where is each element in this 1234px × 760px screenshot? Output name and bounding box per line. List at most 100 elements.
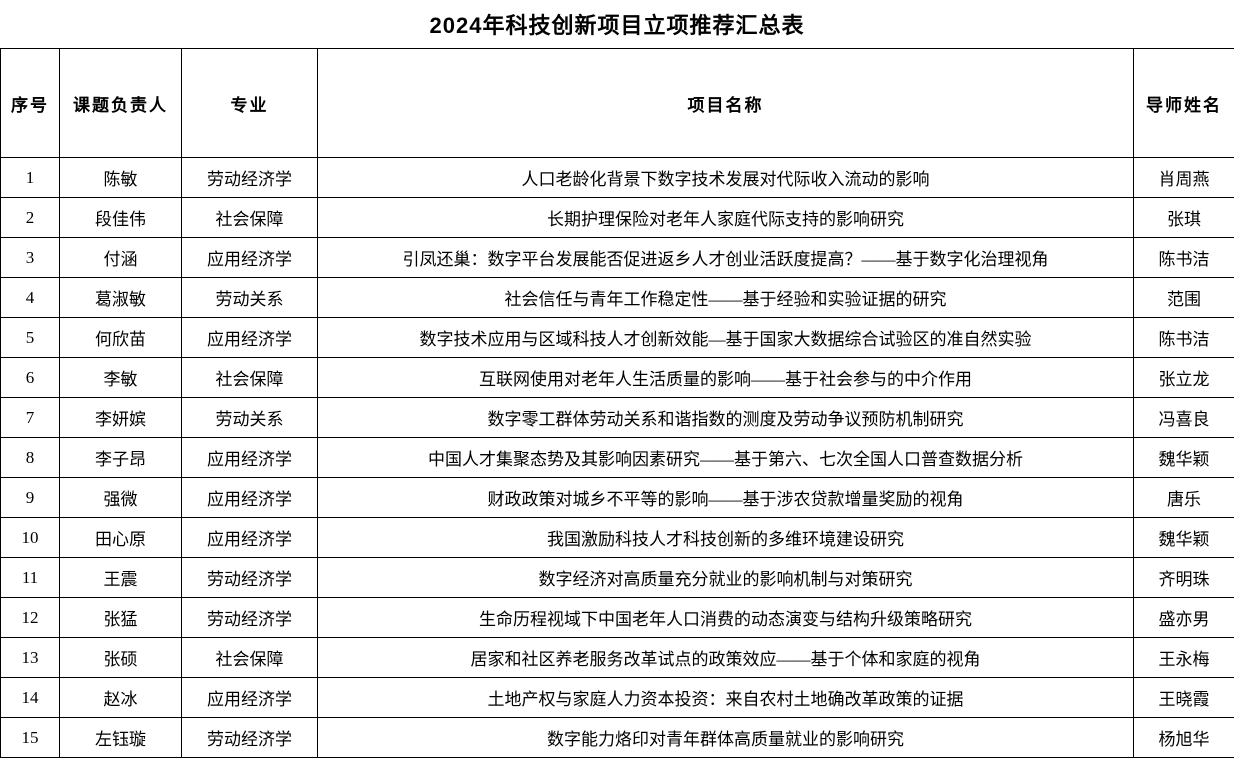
cell-index: 3 [0, 237, 60, 278]
cell-index: 12 [0, 597, 60, 638]
cell-index: 2 [0, 197, 60, 238]
column-header-major: 专业 [181, 48, 318, 158]
table-row: 15 左钰璇 劳动经济学 数字能力烙印对青年群体高质量就业的影响研究 杨旭华 [0, 717, 1234, 758]
cell-leader: 张硕 [59, 637, 182, 678]
cell-leader: 田心原 [59, 517, 182, 558]
table-header-row: 序号 课题负责人 专业 项目名称 导师姓名 [0, 48, 1234, 158]
cell-index: 4 [0, 277, 60, 318]
cell-advisor: 张立龙 [1133, 357, 1234, 398]
cell-project: 人口老龄化背景下数字技术发展对代际收入流动的影响 [317, 157, 1134, 198]
table-row: 1 陈敏 劳动经济学 人口老龄化背景下数字技术发展对代际收入流动的影响 肖周燕 [0, 157, 1234, 198]
cell-advisor: 杨旭华 [1133, 717, 1234, 758]
cell-advisor: 冯喜良 [1133, 397, 1234, 438]
cell-project: 数字能力烙印对青年群体高质量就业的影响研究 [317, 717, 1134, 758]
cell-project: 我国激励科技人才科技创新的多维环境建设研究 [317, 517, 1134, 558]
column-header-index: 序号 [0, 48, 60, 158]
cell-leader: 左钰璇 [59, 717, 182, 758]
table-row: 11 王震 劳动经济学 数字经济对高质量充分就业的影响机制与对策研究 齐明珠 [0, 557, 1234, 598]
cell-leader: 强微 [59, 477, 182, 518]
table-row: 6 李敏 社会保障 互联网使用对老年人生活质量的影响——基于社会参与的中介作用 张立龙 [0, 357, 1234, 398]
table-row: 14 赵冰 应用经济学 土地产权与家庭人力资本投资：来自农村土地确改革政策的证据 王晓霞 [0, 677, 1234, 718]
cell-project: 居家和社区养老服务改革试点的政策效应——基于个体和家庭的视角 [317, 637, 1134, 678]
cell-project: 中国人才集聚态势及其影响因素研究——基于第六、七次全国人口普查数据分析 [317, 437, 1134, 478]
cell-advisor: 肖周燕 [1133, 157, 1234, 198]
cell-leader: 付涵 [59, 237, 182, 278]
cell-project: 引凤还巢：数字平台发展能否促进返乡人才创业活跃度提高？——基于数字化治理视角 [317, 237, 1134, 278]
column-header-advisor: 导师姓名 [1133, 48, 1234, 158]
cell-project: 生命历程视域下中国老年人口消费的动态演变与结构升级策略研究 [317, 597, 1134, 638]
cell-major: 社会保障 [181, 637, 318, 678]
cell-major: 社会保障 [181, 197, 318, 238]
cell-major: 应用经济学 [181, 237, 318, 278]
cell-leader: 李妍嫔 [59, 397, 182, 438]
cell-advisor: 唐乐 [1133, 477, 1234, 518]
table-row: 8 李子昂 应用经济学 中国人才集聚态势及其影响因素研究——基于第六、七次全国人口普查… [0, 437, 1234, 478]
cell-index: 9 [0, 477, 60, 518]
cell-index: 5 [0, 317, 60, 358]
cell-leader: 段佳伟 [59, 197, 182, 238]
cell-advisor: 齐明珠 [1133, 557, 1234, 598]
cell-major: 劳动经济学 [181, 557, 318, 598]
cell-index: 1 [0, 157, 60, 198]
cell-project: 互联网使用对老年人生活质量的影响——基于社会参与的中介作用 [317, 357, 1134, 398]
cell-advisor: 陈书洁 [1133, 317, 1234, 358]
table-body: 1 陈敏 劳动经济学 人口老龄化背景下数字技术发展对代际收入流动的影响 肖周燕 2 段佳伟社… [0, 157, 1234, 758]
table-row: 7 李妍嫔 劳动关系 数字零工群体劳动关系和谐指数的测度及劳动争议预防机制研究 冯喜良 [0, 397, 1234, 438]
title-bar: 2024年科技创新项目立项推荐汇总表 [0, 0, 1234, 48]
cell-major: 劳动关系 [181, 277, 318, 318]
cell-index: 11 [0, 557, 60, 598]
table-row: 4 葛淑敏 劳动关系 社会信任与青年工作稳定性——基于经验和实验证据的研究 范围 [0, 277, 1234, 318]
cell-advisor: 王永梅 [1133, 637, 1234, 678]
cell-project: 土地产权与家庭人力资本投资：来自农村土地确改革政策的证据 [317, 677, 1134, 718]
table-row: 2 段佳伟 社会保障 长期护理保险对老年人家庭代际支持的影响研究 张琪 [0, 197, 1234, 238]
cell-leader: 葛淑敏 [59, 277, 182, 318]
cell-major: 劳动经济学 [181, 597, 318, 638]
column-header-leader: 课题负责人 [59, 48, 182, 158]
cell-major: 应用经济学 [181, 317, 318, 358]
cell-project: 数字技术应用与区域科技人才创新效能—基于国家大数据综合试验区的准自然实验 [317, 317, 1134, 358]
cell-leader: 王震 [59, 557, 182, 598]
table-row: 3 付涵 应用经济学 引凤还巢：数字平台发展能否促进返乡人才创业活跃度提高？——基于数… [0, 237, 1234, 278]
cell-index: 6 [0, 357, 60, 398]
cell-project: 数字零工群体劳动关系和谐指数的测度及劳动争议预防机制研究 [317, 397, 1134, 438]
cell-major: 劳动关系 [181, 397, 318, 438]
table-row: 13 张硕 社会保障 居家和社区养老服务改革试点的政策效应——基于个体和家庭的视角 王永… [0, 637, 1234, 678]
cell-major: 应用经济学 [181, 477, 318, 518]
cell-advisor: 陈书洁 [1133, 237, 1234, 278]
cell-index: 8 [0, 437, 60, 478]
cell-advisor: 范围 [1133, 277, 1234, 318]
cell-project: 社会信任与青年工作稳定性——基于经验和实验证据的研究 [317, 277, 1134, 318]
cell-leader: 李敏 [59, 357, 182, 398]
project-summary-table: 序号 课题负责人 专业 项目名称 导师姓名 1 陈敏 劳动经济学 人口老龄化背景下数字… [0, 48, 1234, 758]
page-title: 2024年科技创新项目立项推荐汇总表 [429, 13, 805, 38]
cell-index: 10 [0, 517, 60, 558]
cell-advisor: 王晓霞 [1133, 677, 1234, 718]
table-row: 5 何欣苗 应用经济学 数字技术应用与区域科技人才创新效能—基于国家大数据综合试验区的… [0, 317, 1234, 358]
cell-major: 劳动经济学 [181, 157, 318, 198]
cell-project: 财政政策对城乡不平等的影响——基于涉农贷款增量奖励的视角 [317, 477, 1134, 518]
cell-major: 应用经济学 [181, 517, 318, 558]
cell-leader: 李子昂 [59, 437, 182, 478]
cell-index: 14 [0, 677, 60, 718]
cell-major: 应用经济学 [181, 677, 318, 718]
cell-index: 13 [0, 637, 60, 678]
cell-project: 长期护理保险对老年人家庭代际支持的影响研究 [317, 197, 1134, 238]
cell-index: 7 [0, 397, 60, 438]
cell-leader: 陈敏 [59, 157, 182, 198]
cell-index: 15 [0, 717, 60, 758]
cell-advisor: 魏华颖 [1133, 437, 1234, 478]
cell-leader: 赵冰 [59, 677, 182, 718]
cell-advisor: 魏华颖 [1133, 517, 1234, 558]
cell-advisor: 张琪 [1133, 197, 1234, 238]
table-row: 12 张猛 劳动经济学 生命历程视域下中国老年人口消费的动态演变与结构升级策略研究 盛亦… [0, 597, 1234, 638]
cell-major: 劳动经济学 [181, 717, 318, 758]
cell-major: 应用经济学 [181, 437, 318, 478]
table-row: 10 田心原 应用经济学 我国激励科技人才科技创新的多维环境建设研究 魏华颖 [0, 517, 1234, 558]
column-header-project: 项目名称 [317, 48, 1134, 158]
cell-project: 数字经济对高质量充分就业的影响机制与对策研究 [317, 557, 1134, 598]
cell-leader: 张猛 [59, 597, 182, 638]
cell-major: 社会保障 [181, 357, 318, 398]
cell-advisor: 盛亦男 [1133, 597, 1234, 638]
table-row: 9 强微 应用经济学 财政政策对城乡不平等的影响——基于涉农贷款增量奖励的视角 唐乐 [0, 477, 1234, 518]
